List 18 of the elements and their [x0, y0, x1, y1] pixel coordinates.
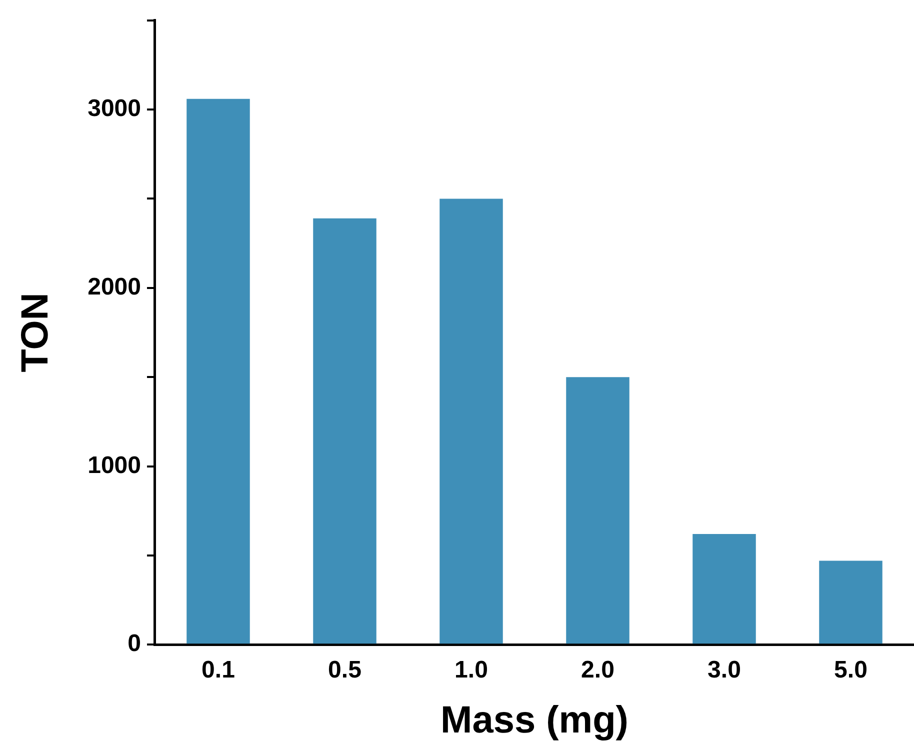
bar: [313, 218, 376, 644]
bar: [692, 534, 756, 644]
x-tick-label: 1.0: [454, 656, 488, 684]
x-tick-label: 0.5: [328, 656, 362, 684]
bar: [186, 98, 250, 644]
y-tick-label: 2000: [88, 274, 141, 301]
x-axis-title: Mass (mg): [440, 700, 628, 742]
y-tick-label: 1000: [88, 452, 141, 479]
bar: [566, 377, 630, 644]
x-tick-label: 3.0: [708, 656, 741, 684]
bar: [440, 198, 503, 644]
y-axis-title: TON: [14, 292, 56, 372]
x-tick-label: 2.0: [581, 656, 614, 684]
x-tick-label: 5.0: [834, 656, 868, 684]
y-tick-label: 3000: [88, 95, 141, 122]
y-tick-label: 0: [128, 630, 141, 658]
bar: [819, 560, 882, 644]
x-tick-label: 0.1: [202, 656, 235, 684]
